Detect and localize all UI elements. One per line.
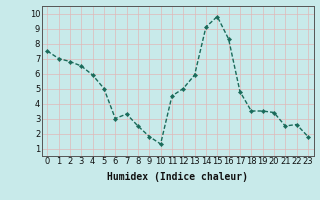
X-axis label: Humidex (Indice chaleur): Humidex (Indice chaleur)	[107, 172, 248, 182]
